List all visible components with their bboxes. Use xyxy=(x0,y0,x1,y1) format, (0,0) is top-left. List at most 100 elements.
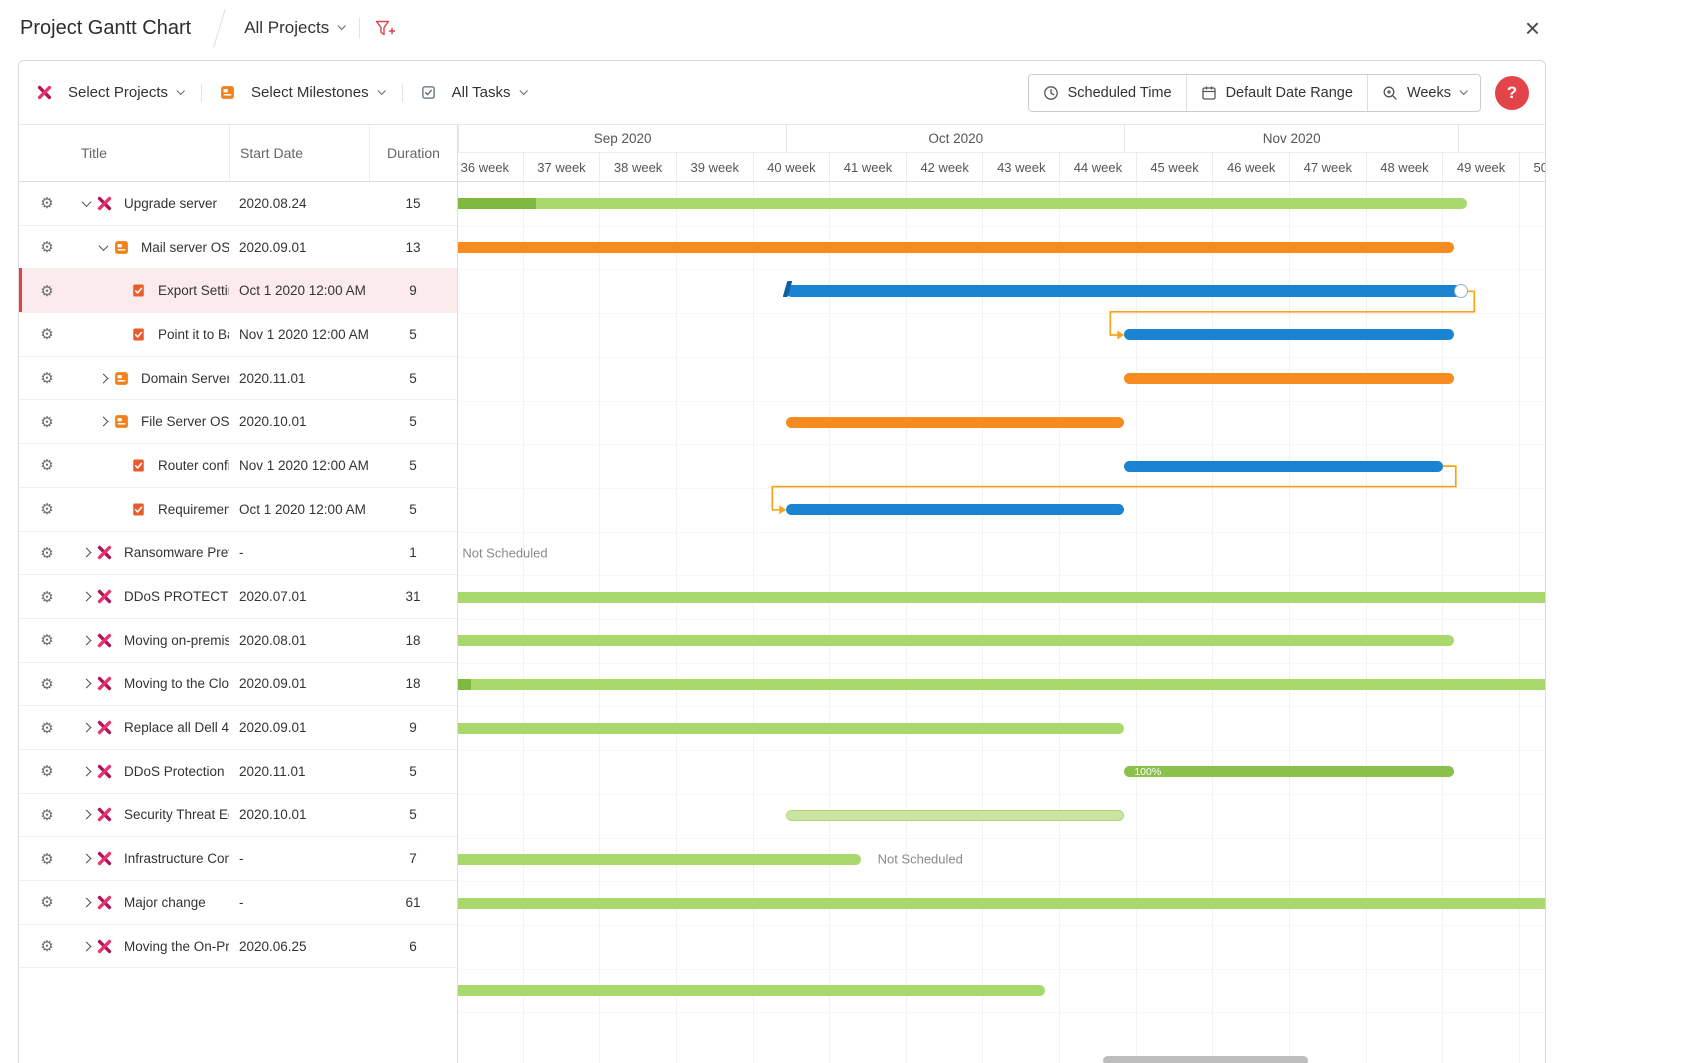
week-gridline xyxy=(522,182,524,1063)
chevron-right-icon[interactable] xyxy=(81,635,91,646)
start-date: Nov 1 2020 12:00 AM xyxy=(239,457,369,473)
gantt-bar[interactable] xyxy=(458,635,1454,647)
gear-icon[interactable]: ⚙ xyxy=(40,412,54,431)
week-header: 48 week xyxy=(1365,153,1443,181)
project-icon xyxy=(97,676,119,691)
project-icon xyxy=(97,939,119,954)
gear-icon[interactable]: ⚙ xyxy=(40,281,54,300)
row-title-cell: ⚙ Major change xyxy=(19,893,229,911)
row-gridline xyxy=(458,487,1545,489)
table-row[interactable]: ⚙ Major change - 61 xyxy=(19,881,457,925)
chevron-right-icon[interactable] xyxy=(81,853,91,864)
gear-icon[interactable]: ⚙ xyxy=(40,762,54,781)
gear-icon[interactable]: ⚙ xyxy=(40,325,54,344)
project-scope-dropdown[interactable]: All Projects xyxy=(244,18,347,38)
row-title-cell: ⚙ Point it to Bac xyxy=(19,325,229,343)
table-row[interactable]: ⚙ Ransomware Preve- 1 xyxy=(19,532,457,576)
table-row[interactable]: ⚙ Export Setting Oct 1 2020 12:00 AM 9 xyxy=(19,268,457,314)
progress-fill xyxy=(458,679,472,691)
start-date: Oct 1 2020 12:00 AM xyxy=(239,501,366,517)
table-row[interactable]: ⚙ Infrastructure Comp- 7 xyxy=(19,837,457,881)
table-row[interactable]: ⚙ Moving on-premise 2020.08.01 18 xyxy=(19,619,457,663)
select-milestones-button[interactable]: Select Milestones xyxy=(218,78,386,107)
table-row[interactable]: ⚙ DDoS Protection S 2020.11.01 5 xyxy=(19,750,457,794)
gear-icon[interactable]: ⚙ xyxy=(40,194,54,213)
scrollbar-thumb[interactable] xyxy=(1102,1056,1309,1063)
gantt-bar[interactable] xyxy=(458,198,1467,210)
milestone-icon xyxy=(114,414,136,429)
gear-icon[interactable]: ⚙ xyxy=(40,849,54,868)
gantt-bar[interactable] xyxy=(1124,460,1443,472)
table-row[interactable]: ⚙ Upgrade server 2020.08.24 15 xyxy=(19,182,457,226)
gantt-chart: Sep 2020 Oct 2020 Nov 2020 36 week 37 week 3… xyxy=(458,125,1545,1063)
chevron-right-icon[interactable] xyxy=(81,722,91,733)
scheduled-time-button[interactable]: Scheduled Time xyxy=(1028,74,1186,111)
gantt-bar[interactable] xyxy=(1124,373,1454,385)
chevron-right-icon[interactable] xyxy=(81,897,91,908)
gantt-bar[interactable] xyxy=(458,897,1545,909)
chevron-right-icon[interactable] xyxy=(81,810,91,820)
help-button[interactable]: ? xyxy=(1495,75,1529,110)
gear-icon[interactable]: ⚙ xyxy=(40,631,54,650)
table-row[interactable]: ⚙ File Server OS u 2020.10.01 5 xyxy=(19,400,457,445)
gantt-bar[interactable] xyxy=(786,504,1125,516)
gantt-bar[interactable] xyxy=(458,591,1545,603)
gantt-bar[interactable] xyxy=(1124,329,1454,341)
chevron-right-icon[interactable] xyxy=(81,766,91,777)
all-tasks-button[interactable]: All Tasks xyxy=(419,78,528,107)
filter-add-button[interactable] xyxy=(375,20,396,37)
calendar-icon xyxy=(1201,86,1216,100)
gear-icon[interactable]: ⚙ xyxy=(40,587,54,606)
row-title-cell: ⚙ Upgrade server xyxy=(19,194,229,212)
default-date-range-button[interactable]: Default Date Range xyxy=(1185,74,1367,111)
table-row[interactable]: ⚙ Mail server OS u 2020.09.01 13 xyxy=(19,226,457,270)
gantt-bar[interactable] xyxy=(786,810,1125,822)
select-projects-button[interactable]: Select Projects xyxy=(35,78,185,107)
task-table: Title Start Date Duration ⚙ Upgrade serve… xyxy=(19,125,458,1063)
chevron-down-icon[interactable] xyxy=(81,196,91,207)
table-row[interactable]: ⚙ Moving the On-Pre 2020.06.25 6 xyxy=(19,925,457,969)
chevron-right-icon[interactable] xyxy=(81,678,91,689)
gear-icon[interactable]: ⚙ xyxy=(40,369,54,388)
chevron-right-icon[interactable] xyxy=(98,416,108,427)
close-button[interactable]: × xyxy=(1515,11,1550,45)
chevron-right-icon[interactable] xyxy=(98,373,108,384)
gantt-bar[interactable] xyxy=(458,853,862,865)
week-header: 45 week xyxy=(1135,153,1213,181)
table-row[interactable]: ⚙ DDoS PROTECTIO 2020.07.01 31 xyxy=(19,575,457,619)
chevron-down-icon[interactable] xyxy=(98,240,108,251)
table-row[interactable]: ⚙ Replace all Dell 46 2020.09.01 9 xyxy=(19,706,457,750)
chevron-right-icon[interactable] xyxy=(81,941,91,951)
gantt-bar[interactable] xyxy=(458,984,1045,996)
gear-icon[interactable]: ⚙ xyxy=(40,718,54,737)
gantt-bar[interactable] xyxy=(786,285,1462,298)
gear-icon[interactable]: ⚙ xyxy=(40,500,54,519)
column-title: Title xyxy=(81,145,107,161)
gear-icon[interactable]: ⚙ xyxy=(40,456,54,475)
table-row[interactable]: ⚙ Security Threat Edu 2020.10.01 5 xyxy=(19,794,457,838)
gantt-bar[interactable] xyxy=(458,242,1454,254)
gear-icon[interactable]: ⚙ xyxy=(40,238,54,257)
chevron-right-icon[interactable] xyxy=(81,591,91,602)
gear-icon[interactable]: ⚙ xyxy=(40,543,54,562)
table-row[interactable]: ⚙ Domain Server C 2020.11.01 5 xyxy=(19,357,457,401)
zoom-level-dropdown[interactable]: Weeks xyxy=(1366,74,1480,111)
gantt-bar[interactable] xyxy=(786,416,1125,428)
week-header: 47 week xyxy=(1289,153,1366,181)
bar-resize-handle[interactable] xyxy=(1454,284,1469,299)
chevron-right-icon[interactable] xyxy=(81,547,91,558)
table-row[interactable]: ⚙ Moving to the Clou 2020.09.01 18 xyxy=(19,663,457,707)
horizontal-scrollbar[interactable] xyxy=(458,1056,1545,1063)
gantt-bar[interactable] xyxy=(458,722,1125,734)
table-row[interactable]: ⚙ Point it to Bac Nov 1 2020 12:00 AM 5 xyxy=(19,313,457,357)
gantt-bar[interactable]: 100% xyxy=(1124,766,1454,778)
duration: 9 xyxy=(409,283,417,299)
gear-icon[interactable]: ⚙ xyxy=(40,937,54,956)
row-gridline xyxy=(458,356,1545,358)
gantt-bar[interactable] xyxy=(458,679,1545,691)
table-row[interactable]: ⚙ Router configura Nov 1 2020 12:00 AM 5 xyxy=(19,444,457,488)
gear-icon[interactable]: ⚙ xyxy=(40,893,54,912)
gear-icon[interactable]: ⚙ xyxy=(40,805,54,824)
table-row[interactable]: ⚙ Requirements do Oct 1 2020 12:00 AM 5 xyxy=(19,488,457,532)
gear-icon[interactable]: ⚙ xyxy=(40,674,54,693)
